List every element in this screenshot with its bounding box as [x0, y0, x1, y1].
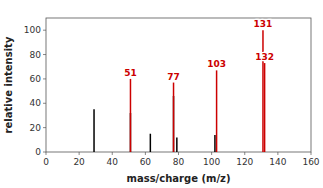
y-tick — [43, 152, 46, 153]
y-tick-label: 100 — [24, 25, 41, 35]
y-tick-label: 40 — [30, 98, 42, 108]
peak — [262, 30, 264, 152]
x-axis-label: mass/charge (m/z) — [127, 173, 231, 184]
y-tick-label: 60 — [30, 74, 42, 84]
y-tick — [43, 30, 46, 31]
x-tick — [277, 152, 278, 155]
x-tick-label: 20 — [73, 157, 85, 167]
x-tick-label: 0 — [43, 157, 49, 167]
y-tick-label: 0 — [35, 147, 41, 157]
x-tick — [145, 152, 146, 155]
x-tick-label: 60 — [140, 157, 152, 167]
peak — [130, 79, 132, 152]
y-tick — [43, 78, 46, 79]
peak — [173, 83, 175, 152]
y-tick — [43, 54, 46, 55]
y-tick-label: 20 — [30, 123, 42, 133]
x-tick-label: 80 — [173, 157, 185, 167]
y-tick — [43, 127, 46, 128]
x-tick — [244, 152, 245, 155]
plot-frame — [46, 18, 311, 152]
peak — [93, 109, 95, 152]
x-tick — [178, 152, 179, 155]
x-tick — [112, 152, 113, 155]
peak-label: 131 — [254, 19, 273, 29]
x-tick — [211, 152, 212, 155]
x-tick-label: 120 — [236, 157, 253, 167]
x-tick-label: 40 — [107, 157, 119, 167]
peak — [264, 63, 266, 152]
chart: 0 20 40 60 80 100 120 140 160 0 20 40 60 80 100 mass/ch… — [0, 0, 323, 188]
peak-label: 103 — [207, 59, 226, 69]
peak — [214, 135, 216, 152]
x-tick — [46, 152, 47, 155]
peak-label: 132 — [255, 52, 274, 62]
x-tick — [311, 152, 312, 155]
peak — [176, 137, 178, 152]
peak-label: 77 — [167, 72, 180, 82]
y-axis-label: relative intensity — [3, 36, 14, 133]
y-tick-label: 80 — [30, 50, 42, 60]
peak-label: 51 — [124, 68, 137, 78]
plot-area — [94, 30, 265, 152]
peak — [216, 70, 218, 152]
x-tick — [79, 152, 80, 155]
peak — [150, 134, 152, 152]
x-tick-label: 140 — [269, 157, 286, 167]
x-tick-label: 160 — [302, 157, 319, 167]
x-tick-label: 100 — [203, 157, 220, 167]
y-tick — [43, 103, 46, 104]
